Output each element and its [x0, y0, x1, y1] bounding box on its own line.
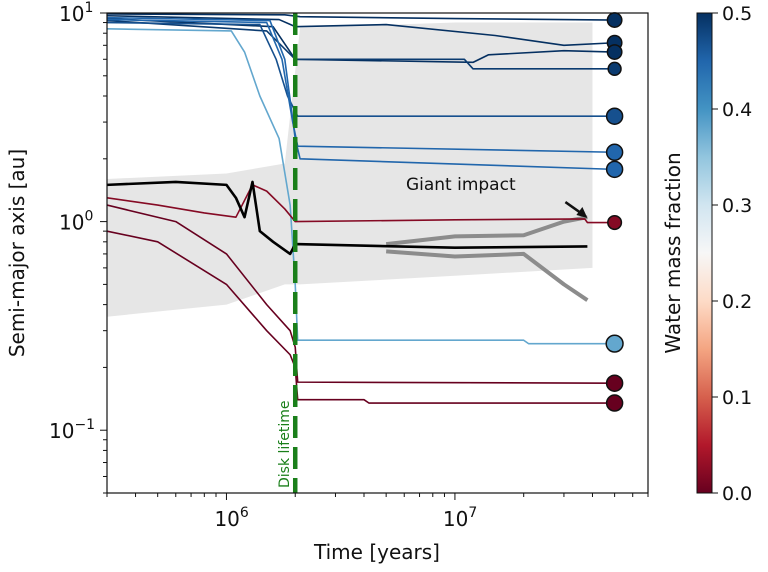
- final-planet-marker-10: [605, 394, 624, 412]
- planet-track-5: [107, 18, 615, 154]
- disk-lifetime-label: Disk lifetime: [277, 401, 293, 488]
- annotation-arrowhead: [576, 207, 588, 219]
- final-planet-marker-8: [605, 334, 624, 353]
- impactor-track-1: [385, 249, 589, 302]
- colorbar-tick-label-5: 0.5: [722, 3, 752, 25]
- planet-track-10: [107, 230, 615, 404]
- colorbar-tick-label-2: 0.2: [722, 291, 752, 313]
- planet-track-4: [107, 21, 615, 118]
- planet-track-6: [107, 16, 615, 171]
- x-tick-label-1: 107: [443, 505, 477, 531]
- colorbar-tick-label-0: 0.0: [722, 483, 752, 505]
- y-tick-label-1: 100: [59, 209, 93, 235]
- colorbar-tick-label-1: 0.1: [722, 387, 752, 409]
- colorbar-tick-label-3: 0.3: [722, 195, 752, 217]
- x-tick-label-0: 106: [214, 505, 248, 531]
- x-tick-exponent-1: 7: [468, 505, 477, 521]
- planet-track-0: [107, 13, 615, 21]
- y-axis-label: Semi-major axis [au]: [5, 149, 29, 357]
- highlighted-planet-track: [107, 180, 588, 256]
- final-planet-marker-9: [605, 374, 624, 392]
- y-tick-label-0: 101: [59, 0, 93, 26]
- giant-impact-annotation: Giant impact: [406, 175, 516, 195]
- impactor-track-0: [385, 215, 588, 247]
- final-planet-marker-4: [605, 107, 624, 125]
- final-planet-marker-2: [606, 44, 623, 60]
- planet-track-3: [107, 19, 615, 70]
- y-tick-exponent-1: 0: [84, 209, 93, 225]
- planet-track-9: [107, 204, 615, 385]
- background-simulations-envelope: [107, 22, 593, 317]
- plot-frame: [106, 12, 649, 494]
- final-planet-marker-7: [607, 214, 623, 231]
- y-tick-label-2: 10−1: [49, 417, 95, 443]
- colorbar-tick-label-4: 0.4: [722, 99, 752, 121]
- final-planet-marker-5: [605, 143, 624, 162]
- colorbar: 0.0 0.1 0.2 0.3 0.4 0.5: [696, 3, 752, 505]
- x-tick-exponent-0: 6: [240, 505, 249, 521]
- x-axis-label: Time [years]: [313, 540, 440, 564]
- final-planet-marker-6: [605, 160, 624, 179]
- colorbar-bar: [696, 12, 713, 494]
- y-tick-exponent-0: 1: [84, 0, 93, 16]
- planet-track-7: [107, 27, 615, 345]
- final-planet-marker-3: [607, 61, 622, 76]
- colorbar-label: Water mass fraction: [661, 152, 685, 353]
- plot-area: [107, 12, 624, 493]
- plot-content: [107, 13, 615, 493]
- final-planet-marker-0: [606, 12, 623, 29]
- planet-track-1: [107, 14, 615, 47]
- planet-track-8: [107, 184, 615, 224]
- y-tick-exponent-2: −1: [74, 417, 95, 433]
